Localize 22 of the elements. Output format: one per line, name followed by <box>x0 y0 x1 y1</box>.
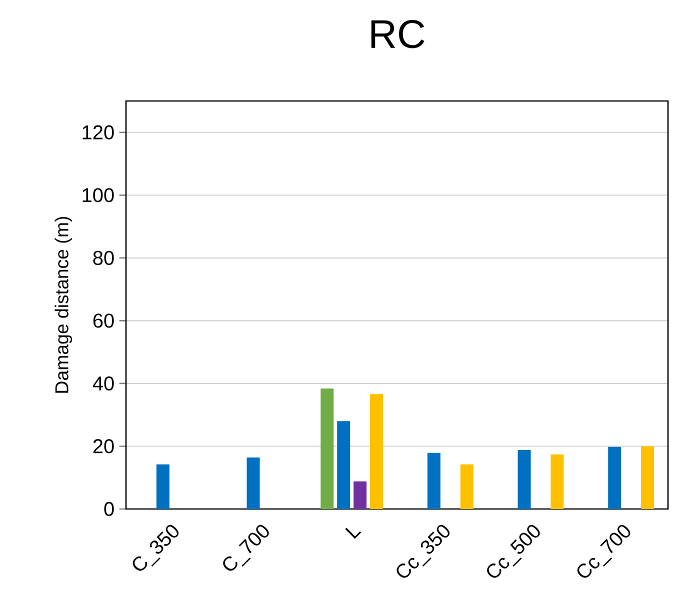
y-tick-label: 120 <box>82 125 114 140</box>
y-tick-label: 100 <box>82 188 114 202</box>
y-tick-label: 20 <box>93 439 114 454</box>
bar <box>246 458 260 509</box>
bar <box>608 446 622 509</box>
bar <box>337 421 350 509</box>
chart-title: RC <box>371 20 424 48</box>
y-axis-title: Damage distance (m) <box>54 216 72 393</box>
bar <box>550 454 564 509</box>
bar <box>370 394 384 509</box>
bar <box>427 452 440 509</box>
bar <box>641 446 654 509</box>
x-tick-label: L <box>345 528 362 539</box>
bar <box>320 388 334 509</box>
y-tick-label: 0 <box>104 502 114 516</box>
y-tick-label: 60 <box>93 314 114 328</box>
bar <box>156 464 170 509</box>
bar <box>460 464 474 509</box>
y-tick-label: 80 <box>93 250 114 265</box>
y-tick-label: 40 <box>92 376 114 391</box>
bar <box>354 481 367 509</box>
bar <box>518 450 531 509</box>
